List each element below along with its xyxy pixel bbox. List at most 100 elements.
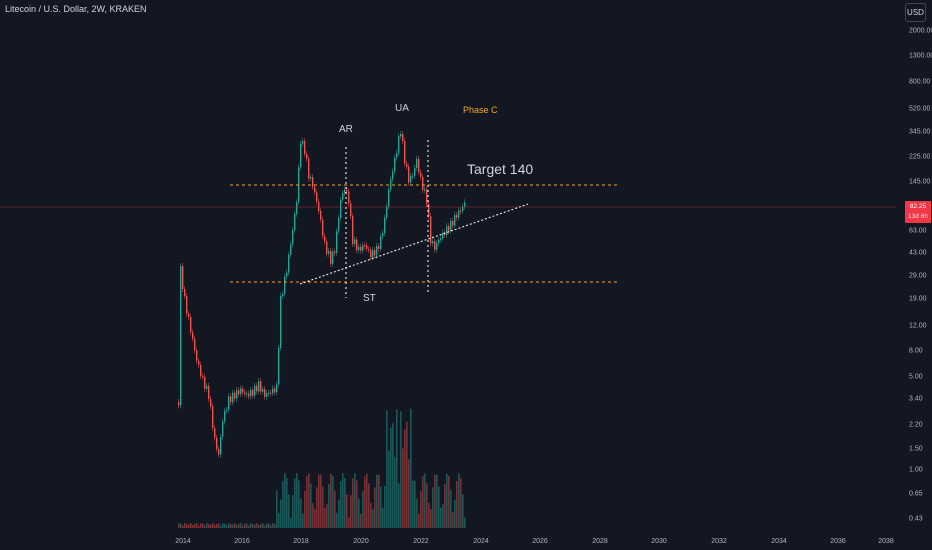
- volume-bar: [462, 494, 464, 528]
- volume-bar: [340, 481, 342, 528]
- volume-bar: [226, 525, 228, 528]
- price-tick: 2.20: [909, 421, 923, 429]
- ua-label: UA: [395, 103, 409, 114]
- volume-bar: [334, 490, 336, 528]
- time-tick: 2034: [771, 538, 787, 545]
- volume-bar: [262, 523, 264, 528]
- currency-button[interactable]: USD: [905, 3, 926, 22]
- volume-bar: [408, 459, 410, 528]
- volume-bar: [438, 486, 440, 528]
- volume-bar: [230, 524, 232, 528]
- volume-bar: [232, 524, 234, 528]
- volume-bar: [452, 512, 454, 528]
- volume-bar: [426, 483, 428, 528]
- volume-bar: [354, 473, 356, 528]
- support-trendline[interactable]: [299, 203, 529, 285]
- volume-bar: [410, 408, 412, 528]
- volume-bar: [298, 480, 300, 528]
- volume-bar: [240, 523, 242, 528]
- volume-bar: [216, 523, 218, 528]
- volume-bar: [430, 508, 432, 528]
- volume-bar: [302, 513, 304, 528]
- volume-bar: [236, 524, 238, 528]
- volume-bar: [294, 478, 296, 528]
- volume-bar: [322, 486, 324, 528]
- volume-bar: [212, 523, 214, 528]
- time-tick: 2016: [234, 538, 250, 545]
- volume-bar: [332, 476, 334, 528]
- time-tick: 2038: [878, 538, 894, 545]
- volume-bar: [180, 523, 182, 528]
- price-tick: 145.00: [909, 178, 931, 186]
- price-tick: 1300.00: [909, 52, 932, 60]
- volume-bar: [370, 503, 372, 528]
- volume-bar: [362, 491, 364, 528]
- price-tick: 63.00: [909, 227, 927, 235]
- volume-bar: [376, 474, 378, 528]
- volume-bar: [374, 487, 376, 528]
- volume-bar: [266, 523, 268, 528]
- volume-bar: [182, 525, 184, 528]
- volume-bar: [282, 480, 284, 528]
- time-tick: 2032: [711, 538, 727, 545]
- volume-bar: [234, 523, 236, 528]
- volume-bar: [450, 490, 452, 528]
- volume-bar: [386, 410, 388, 528]
- volume-bar: [352, 478, 354, 528]
- price-tick: 5.00: [909, 373, 923, 381]
- price-tick: 345.00: [909, 128, 931, 136]
- volume-bar: [420, 491, 422, 528]
- volume-bar: [434, 474, 436, 528]
- price-tick: 8.00: [909, 347, 923, 355]
- symbol-title[interactable]: Litecoin / U.S. Dollar, 2W, KRAKEN: [5, 4, 147, 14]
- volume-bar: [460, 477, 462, 528]
- volume-bar: [296, 473, 298, 528]
- volume-bar: [218, 523, 220, 528]
- volume-bar: [400, 411, 402, 528]
- volume-bar: [268, 523, 270, 528]
- time-tick: 2020: [353, 538, 369, 545]
- volume-bar: [188, 524, 190, 528]
- volume-bar: [290, 517, 292, 528]
- time-tick: 2022: [413, 538, 429, 545]
- time-axis[interactable]: 2014 2016 2018 2020 2022 2024 2026 2028 2030 2032…: [0, 530, 896, 550]
- price-tick: 225.00: [909, 153, 931, 161]
- volume-bar: [202, 523, 204, 528]
- volume-bar: [244, 523, 246, 528]
- volume-bar: [286, 478, 288, 528]
- price-axis[interactable]: 2000.00 1300.00 800.00 520.00 345.00 225.00 14…: [896, 0, 932, 550]
- volume-bar: [344, 478, 346, 528]
- time-tick: 2030: [651, 538, 667, 545]
- volume-bar: [446, 473, 448, 528]
- volume-bar: [196, 523, 198, 528]
- volume-bar: [246, 523, 248, 528]
- volume-bar: [314, 508, 316, 528]
- volume-bar: [342, 473, 344, 528]
- volume-bar: [442, 504, 444, 528]
- volume-bar: [380, 486, 382, 528]
- volume-bar: [276, 490, 278, 528]
- price-tick: 800.00: [909, 78, 931, 86]
- volume-bar: [250, 523, 252, 528]
- volume-bar: [388, 450, 390, 528]
- volume-bar: [304, 491, 306, 528]
- volume-bar: [252, 524, 254, 528]
- volume-bar: [390, 427, 392, 528]
- volume-bar: [356, 480, 358, 528]
- volume-bar: [242, 525, 244, 528]
- price-tick: 0.65: [909, 490, 923, 498]
- volume-bar: [190, 523, 192, 528]
- volume-bar: [228, 523, 230, 528]
- volume-bar: [360, 513, 362, 528]
- volume-bar: [184, 523, 186, 528]
- volume-bar: [424, 473, 426, 528]
- volume-bar: [464, 517, 466, 528]
- volume-bar: [384, 486, 386, 528]
- volume-bar: [406, 421, 408, 528]
- price-tick: 0.43: [909, 515, 923, 523]
- price-tick: 19.00: [909, 295, 927, 303]
- volume-bar: [256, 523, 258, 528]
- volume-bar: [248, 525, 250, 528]
- volume-bar: [412, 480, 414, 528]
